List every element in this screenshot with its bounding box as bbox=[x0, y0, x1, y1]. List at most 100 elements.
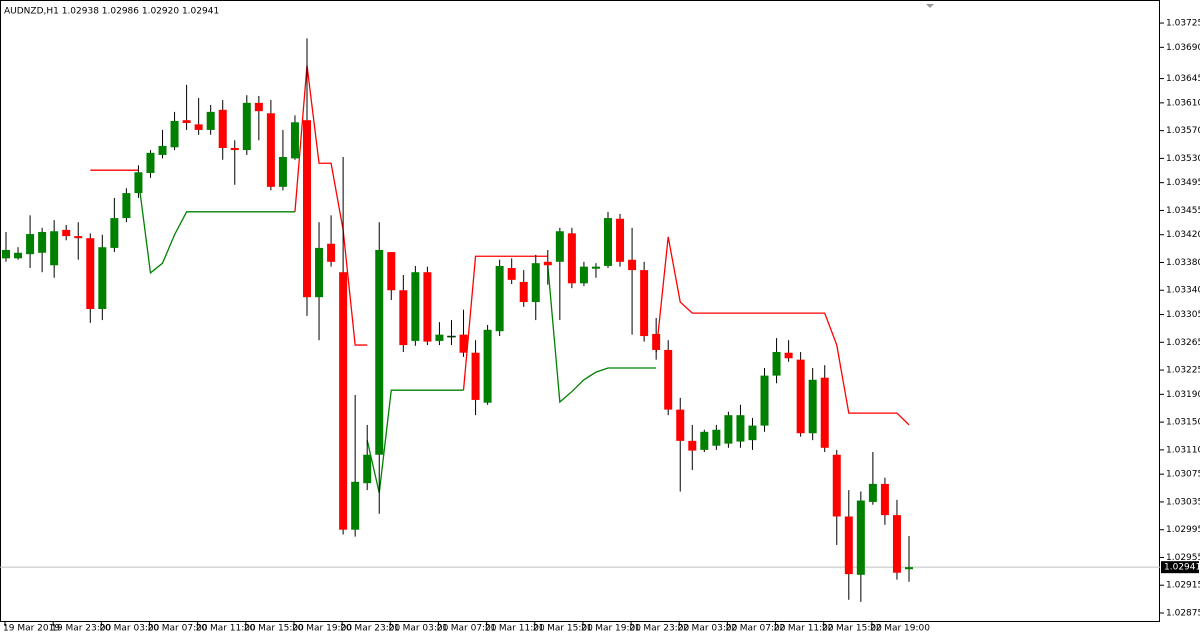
candle-body bbox=[808, 379, 817, 434]
candle-body bbox=[820, 377, 829, 448]
candle-body bbox=[375, 249, 384, 455]
x-tick-label: 21 Mar 23:00 bbox=[629, 624, 689, 633]
candle-body bbox=[278, 156, 287, 187]
candle-body bbox=[471, 352, 480, 400]
x-tick-label: 21 Mar 07:00 bbox=[436, 624, 496, 633]
candle-body bbox=[411, 272, 420, 341]
candle-body bbox=[712, 429, 721, 446]
y-tick-label: 1.03725 bbox=[1166, 19, 1200, 29]
candle-body bbox=[640, 270, 649, 337]
candle-body bbox=[736, 415, 745, 442]
candle-body bbox=[98, 247, 107, 309]
candle-body bbox=[507, 268, 516, 280]
y-tick-label: 1.02995 bbox=[1166, 525, 1200, 535]
candle-body bbox=[86, 238, 95, 309]
x-tick-label: 20 Mar 15:00 bbox=[244, 624, 304, 633]
candle-body bbox=[579, 266, 588, 284]
candle-body bbox=[880, 483, 889, 516]
y-tick-label: 1.03645 bbox=[1166, 74, 1200, 84]
y-tick-label: 1.03035 bbox=[1166, 497, 1200, 507]
shift-marker bbox=[926, 4, 934, 8]
candle-body bbox=[327, 243, 336, 262]
y-tick-label: 1.02875 bbox=[1166, 608, 1200, 618]
chart-title: AUDNZD,H1 1.02938 1.02986 1.02920 1.0294… bbox=[4, 7, 219, 17]
candle-body bbox=[435, 334, 444, 341]
y-tick-label: 1.03380 bbox=[1166, 258, 1200, 268]
candle-body bbox=[218, 109, 227, 148]
y-tick-label: 1.03610 bbox=[1166, 98, 1200, 108]
candle-body bbox=[531, 263, 540, 303]
candle-body bbox=[688, 440, 697, 451]
candle-body bbox=[856, 500, 865, 575]
candle-body bbox=[796, 359, 805, 434]
x-tick-label: 21 Mar 11:00 bbox=[485, 624, 545, 633]
candle-body bbox=[760, 375, 769, 426]
candle-body bbox=[748, 425, 757, 441]
candle-body bbox=[591, 266, 600, 269]
y-tick-label: 1.02955 bbox=[1166, 553, 1200, 563]
candle-body bbox=[339, 272, 348, 530]
candle-body bbox=[676, 409, 685, 441]
y-tick-label: 1.03420 bbox=[1166, 230, 1200, 240]
indicator-line bbox=[655, 236, 910, 426]
x-tick-label: 22 Mar 11:00 bbox=[774, 624, 834, 633]
candle-body bbox=[652, 333, 661, 350]
current-price-label: 1.02941 bbox=[1164, 563, 1200, 573]
y-tick-label: 1.03495 bbox=[1166, 178, 1200, 188]
candle-body bbox=[170, 120, 179, 148]
current-price-box bbox=[1161, 561, 1199, 574]
indicator-line bbox=[137, 179, 295, 275]
y-tick-label: 1.03110 bbox=[1166, 445, 1200, 455]
y-tick-label: 1.03570 bbox=[1166, 126, 1200, 136]
candle-body bbox=[423, 272, 432, 342]
candle-body bbox=[363, 454, 372, 484]
x-tick-label: 21 Mar 15:00 bbox=[533, 624, 593, 633]
y-tick-label: 1.02915 bbox=[1166, 581, 1200, 591]
candle-body bbox=[194, 124, 203, 130]
candle-body bbox=[832, 454, 841, 517]
candle-body bbox=[351, 481, 360, 530]
candle-body bbox=[555, 231, 564, 262]
x-tick-label: 20 Mar 19:00 bbox=[292, 624, 352, 633]
candle-body bbox=[122, 193, 131, 219]
plot-frame bbox=[0, 0, 1160, 622]
y-tick-label: 1.03225 bbox=[1166, 366, 1200, 376]
candle-body bbox=[26, 234, 35, 255]
candle-body bbox=[892, 515, 901, 573]
candle-body bbox=[158, 145, 167, 155]
y-tick-label: 1.03340 bbox=[1166, 286, 1200, 296]
x-tick-label: 20 Mar 03:00 bbox=[99, 624, 159, 633]
candle-body bbox=[399, 290, 408, 346]
candle-body bbox=[519, 281, 528, 303]
candle-body bbox=[50, 231, 59, 266]
candle-body bbox=[844, 516, 853, 575]
x-tick-label: 20 Mar 23:00 bbox=[340, 624, 400, 633]
candle-body bbox=[567, 233, 576, 284]
y-tick-label: 1.03190 bbox=[1166, 390, 1200, 400]
candle-body bbox=[110, 218, 119, 248]
y-tick-label: 1.03455 bbox=[1166, 206, 1200, 216]
x-tick-label: 19 Mar 23:00 bbox=[51, 624, 111, 633]
indicator-line bbox=[462, 255, 548, 391]
candle-body bbox=[2, 249, 10, 259]
candle-body bbox=[784, 352, 793, 359]
x-tick-label: 19 Mar 2019 bbox=[3, 624, 60, 633]
candle-body bbox=[242, 102, 251, 151]
candle-body bbox=[772, 352, 781, 376]
x-tick-label: 22 Mar 15:00 bbox=[822, 624, 882, 633]
candle-body bbox=[387, 252, 396, 291]
candle-body bbox=[664, 349, 673, 410]
candle-body bbox=[146, 152, 155, 173]
candle-body bbox=[74, 236, 83, 239]
candle-body bbox=[290, 122, 299, 159]
x-tick-label: 21 Mar 03:00 bbox=[388, 624, 448, 633]
y-tick-label: 1.03265 bbox=[1166, 338, 1200, 348]
x-tick-label: 22 Mar 07:00 bbox=[725, 624, 785, 633]
candle-body bbox=[604, 218, 612, 266]
candle-body bbox=[628, 259, 637, 271]
candle-body bbox=[483, 329, 492, 403]
candle-body bbox=[724, 415, 733, 444]
